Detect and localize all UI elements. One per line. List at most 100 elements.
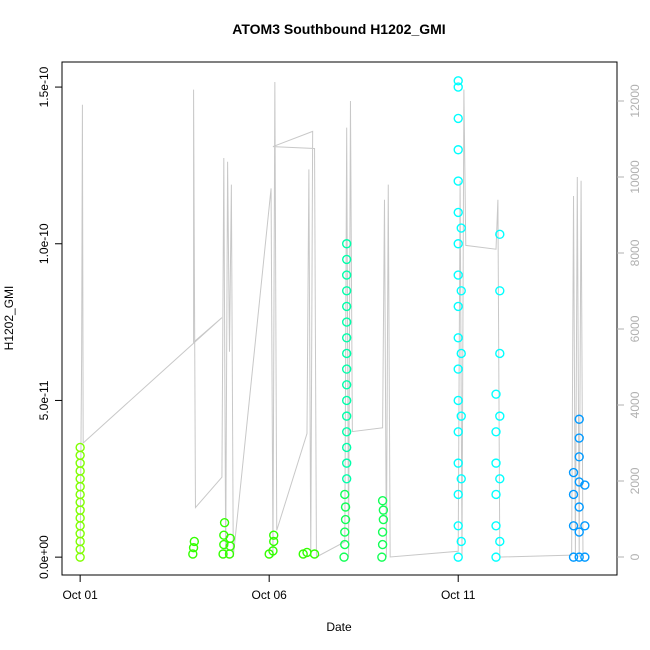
point xyxy=(340,527,350,537)
point xyxy=(188,549,198,559)
x-axis-label: Date xyxy=(326,620,352,634)
point xyxy=(574,527,584,537)
y2-tick-label: 2000 xyxy=(628,467,642,494)
point xyxy=(340,539,350,550)
point xyxy=(574,502,584,512)
point xyxy=(491,521,501,531)
point xyxy=(580,480,590,490)
point xyxy=(574,414,584,424)
point xyxy=(340,514,351,525)
point xyxy=(341,380,352,390)
y2-tick-label: 0 xyxy=(628,553,642,560)
point xyxy=(268,546,278,556)
point xyxy=(491,427,501,437)
point xyxy=(377,527,388,537)
y2-tick-label: 10000 xyxy=(628,160,642,194)
point xyxy=(568,521,579,531)
y2-tick-label: 6000 xyxy=(628,315,642,342)
y-axis-label: H1202_GMI xyxy=(2,286,16,351)
point xyxy=(341,348,352,359)
point xyxy=(456,536,466,547)
point xyxy=(580,552,590,562)
point xyxy=(453,364,463,374)
point xyxy=(341,442,352,453)
point xyxy=(341,270,352,280)
point xyxy=(341,317,352,327)
point xyxy=(568,552,579,562)
point xyxy=(453,552,463,562)
point xyxy=(574,552,584,562)
point xyxy=(453,301,463,312)
point xyxy=(269,530,279,540)
point xyxy=(341,395,352,406)
point xyxy=(309,549,320,559)
point xyxy=(491,389,501,399)
point xyxy=(377,552,387,562)
point xyxy=(219,517,230,528)
y-tick-label: 1.5e-10 xyxy=(37,66,51,107)
point xyxy=(456,348,466,359)
point xyxy=(378,505,389,515)
point xyxy=(377,496,388,506)
point xyxy=(188,543,199,553)
point xyxy=(453,395,463,406)
point xyxy=(453,76,463,86)
point xyxy=(189,536,200,547)
point xyxy=(491,552,501,562)
point xyxy=(453,82,463,92)
point xyxy=(495,411,505,421)
point xyxy=(341,239,352,249)
point xyxy=(340,489,350,500)
point xyxy=(339,552,349,562)
point xyxy=(574,433,584,443)
point xyxy=(456,286,466,296)
point xyxy=(453,458,463,468)
x-tick-label: Oct 11 xyxy=(441,588,476,602)
y2-tick-label: 12000 xyxy=(628,84,642,118)
y2-tick-label: 4000 xyxy=(628,391,642,418)
point xyxy=(453,489,463,500)
point xyxy=(219,539,229,550)
point xyxy=(456,223,466,233)
point xyxy=(341,411,352,421)
point xyxy=(456,474,466,484)
point xyxy=(568,467,579,478)
point xyxy=(341,254,352,265)
point xyxy=(75,442,85,453)
point xyxy=(453,239,463,249)
point xyxy=(378,514,389,525)
point xyxy=(341,474,352,484)
point xyxy=(453,113,463,124)
y-tick-label: 1.0e-10 xyxy=(37,223,51,264)
point xyxy=(269,536,279,547)
plot-frame xyxy=(61,61,618,576)
point xyxy=(495,286,505,296)
point xyxy=(341,301,352,312)
point xyxy=(453,207,463,218)
point xyxy=(453,145,463,155)
point xyxy=(495,536,505,547)
point xyxy=(574,452,584,462)
line xyxy=(79,81,584,558)
point xyxy=(341,286,352,296)
y-tick-label: 0.0e+00 xyxy=(37,535,51,579)
point xyxy=(341,458,352,468)
point xyxy=(453,270,463,280)
point xyxy=(453,521,463,531)
point xyxy=(568,489,579,500)
point xyxy=(377,539,388,550)
point xyxy=(495,348,505,359)
plot-area xyxy=(75,76,590,562)
point xyxy=(453,427,463,437)
point xyxy=(495,474,505,484)
x-tick-label: Oct 01 xyxy=(62,588,98,602)
point xyxy=(341,427,352,437)
point xyxy=(456,411,466,421)
point xyxy=(225,533,235,544)
y-tick-label: 5.0e-11 xyxy=(37,380,51,420)
x-tick-label: Oct 06 xyxy=(252,588,288,602)
chart-title: ATOM3 Southbound H1202_GMI xyxy=(232,21,445,37)
point xyxy=(340,502,351,512)
point xyxy=(341,364,352,374)
